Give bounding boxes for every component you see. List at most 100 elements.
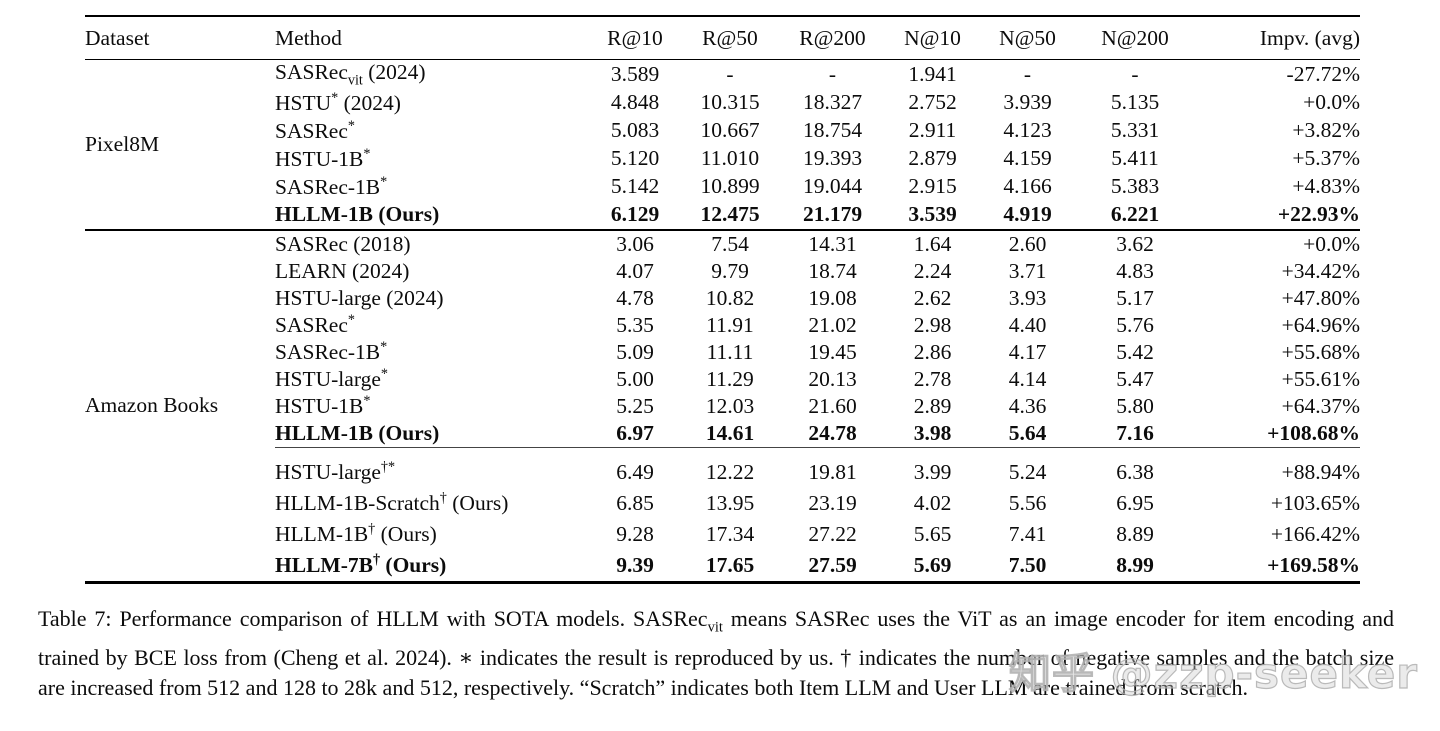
cell-n50: 4.14 <box>1008 366 1047 391</box>
cell-r10: 5.083 <box>610 118 660 143</box>
table-row: HLLM-1B (Ours) 6.97 14.61 24.78 3.98 5.64 7.16… <box>85 420 1360 448</box>
table-row: HLLM-7B† (Ours) 9.39 17.65 27.59 5.69 7.50 8.9… <box>85 550 1360 583</box>
cell-n10: 2.911 <box>908 118 957 143</box>
cell-r10: 5.142 <box>610 174 660 199</box>
cell-n50: 4.159 <box>1003 146 1052 171</box>
cell-n10: 4.02 <box>913 490 952 515</box>
cell-n10: 1.941 <box>908 61 957 86</box>
cell-r200: 21.02 <box>808 312 857 337</box>
cell-r200: 21.179 <box>802 202 863 227</box>
table-row: HSTU-1B* 5.25 12.03 21.60 2.89 4.36 5.80 +64.37… <box>85 393 1360 420</box>
table-row: Pixel8M SASRecvit (2024) 3.589 - - 1.941 - - -27… <box>85 60 1360 156</box>
cell-r10: 3.589 <box>610 61 660 86</box>
cell-r50: 17.65 <box>705 552 755 577</box>
cell-r50: 11.91 <box>706 312 754 337</box>
table-row: HLLM-1B (Ours) 6.129 12.475 21.179 3.539 4.91… <box>85 201 1360 230</box>
method-cell: LEARN (2024) <box>275 258 410 283</box>
cell-n10: 2.24 <box>913 258 952 283</box>
cell-n10: 3.539 <box>908 202 957 227</box>
cell-impv: +55.68% <box>1281 339 1360 364</box>
cell-impv: +166.42% <box>1270 521 1360 546</box>
cell-impv: +55.61% <box>1281 366 1360 391</box>
cell-impv: +88.94% <box>1195 446 1360 488</box>
table-body: Pixel8M SASRecvit (2024) 3.589 - - 1.941 - - -27… <box>85 60 1360 583</box>
cell-r50: 9.79 <box>711 258 749 283</box>
cell-r200: 18.74 <box>808 258 857 283</box>
method-cell: HLLM-1B-Scratch† (Ours) <box>275 490 509 516</box>
cell-r50: 10.899 <box>700 174 760 199</box>
cell-r50: 11.010 <box>700 146 760 171</box>
col-header-r200: R@200 <box>780 16 885 60</box>
table-row: SASRec* 5.35 11.91 21.02 2.98 4.40 5.76 +64.96% <box>85 312 1360 339</box>
cell-r10: 5.25 <box>616 393 654 418</box>
method-cell: SASRecvit (2024) <box>275 60 426 89</box>
cell-r200: 19.08 <box>808 285 857 310</box>
cell-impv: +22.93% <box>1277 202 1360 227</box>
cell-r50: 17.34 <box>705 521 755 546</box>
cell-n200: 5.135 <box>1110 90 1160 115</box>
cell-n10: 2.98 <box>913 312 952 337</box>
cell-n200: 5.80 <box>1116 393 1154 418</box>
cell-r50: 11.29 <box>706 366 754 391</box>
table-row: HLLM-1B† (Ours) 9.28 17.34 27.22 5.65 7.41 8.8… <box>85 519 1360 550</box>
cell-r200: 14.31 <box>780 228 885 258</box>
col-header-method: Method <box>275 16 590 60</box>
col-header-n200: N@200 <box>1075 16 1195 60</box>
col-header-impv: Impv. (avg) <box>1195 16 1360 60</box>
cell-n10: 2.89 <box>913 393 952 418</box>
cell-r10: 4.848 <box>610 90 660 115</box>
cell-impv: +169.58% <box>1267 552 1360 577</box>
cell-r50: 10.82 <box>705 285 755 310</box>
cell-impv: +47.80% <box>1281 285 1360 310</box>
cell-n200: 8.89 <box>1116 521 1154 546</box>
table-caption: Table 7: Performance comparison of HLLM … <box>38 606 1394 701</box>
cell-r10: 5.120 <box>610 146 660 171</box>
cell-r10: 4.78 <box>616 285 654 310</box>
method-cell: HLLM-1B† (Ours) <box>275 521 437 547</box>
method-cell: HSTU-1B* <box>275 145 371 171</box>
dataset-cell: Pixel8M <box>85 131 160 156</box>
cell-n50: 4.166 <box>1003 174 1052 199</box>
cell-n10: 2.86 <box>913 339 952 364</box>
cell-n50: 3.71 <box>1008 258 1047 283</box>
table-row: SASRec* 5.083 10.667 18.754 2.911 4.123 5.331 +… <box>85 117 1360 145</box>
cell-impv: +3.82% <box>1292 118 1360 143</box>
cell-n50: 4.123 <box>1003 118 1052 143</box>
cell-n200: 5.17 <box>1116 285 1154 310</box>
cell-r50: 10.667 <box>700 118 760 143</box>
col-header-r50: R@50 <box>680 16 780 60</box>
method-cell: HSTU-large* <box>275 366 388 392</box>
cell-n200: 6.221 <box>1110 202 1160 227</box>
cell-n200: - <box>1131 61 1139 86</box>
cell-r10: 9.28 <box>616 521 654 546</box>
cell-r10: 4.07 <box>616 258 654 283</box>
cell-n10: 3.99 <box>885 446 980 488</box>
col-header-r10: R@10 <box>590 16 680 60</box>
method-cell: HLLM-1B (Ours) <box>275 420 440 445</box>
cell-impv: +34.42% <box>1281 258 1360 283</box>
cell-n10: 2.915 <box>908 174 957 199</box>
table-row: HSTU-large†* 6.49 12.22 19.81 3.99 5.24 6.38 +8… <box>85 446 1360 488</box>
cell-n50: 5.64 <box>1008 420 1047 445</box>
cell-r50: 13.95 <box>705 490 755 515</box>
cell-n10: 3.98 <box>913 420 952 445</box>
cell-n50: 4.40 <box>1008 312 1047 337</box>
cell-n10: 5.65 <box>913 521 952 546</box>
cell-r10: 6.49 <box>590 446 680 488</box>
cell-n200: 5.47 <box>1116 366 1154 391</box>
cell-r200: 19.393 <box>802 146 863 171</box>
method-cell: HSTU* (2024) <box>275 89 401 115</box>
cell-n10: 2.78 <box>913 366 952 391</box>
cell-n50: 3.93 <box>1008 285 1047 310</box>
table-row: HSTU-large* 5.00 11.29 20.13 2.78 4.14 5.47 +55… <box>85 366 1360 393</box>
table-row: SASRec-1B* 5.142 10.899 19.044 2.915 4.166 5.3… <box>85 173 1360 201</box>
cell-n50: 5.24 <box>980 446 1075 488</box>
cell-r200: 20.13 <box>808 366 857 391</box>
cell-r50: 10.315 <box>700 90 760 115</box>
cell-n200: 5.76 <box>1116 312 1154 337</box>
cell-n200: 7.16 <box>1116 420 1154 445</box>
cell-r50: 12.475 <box>700 202 760 227</box>
method-cell: SASRec (2018) <box>275 228 590 258</box>
col-header-dataset: Dataset <box>85 16 275 60</box>
